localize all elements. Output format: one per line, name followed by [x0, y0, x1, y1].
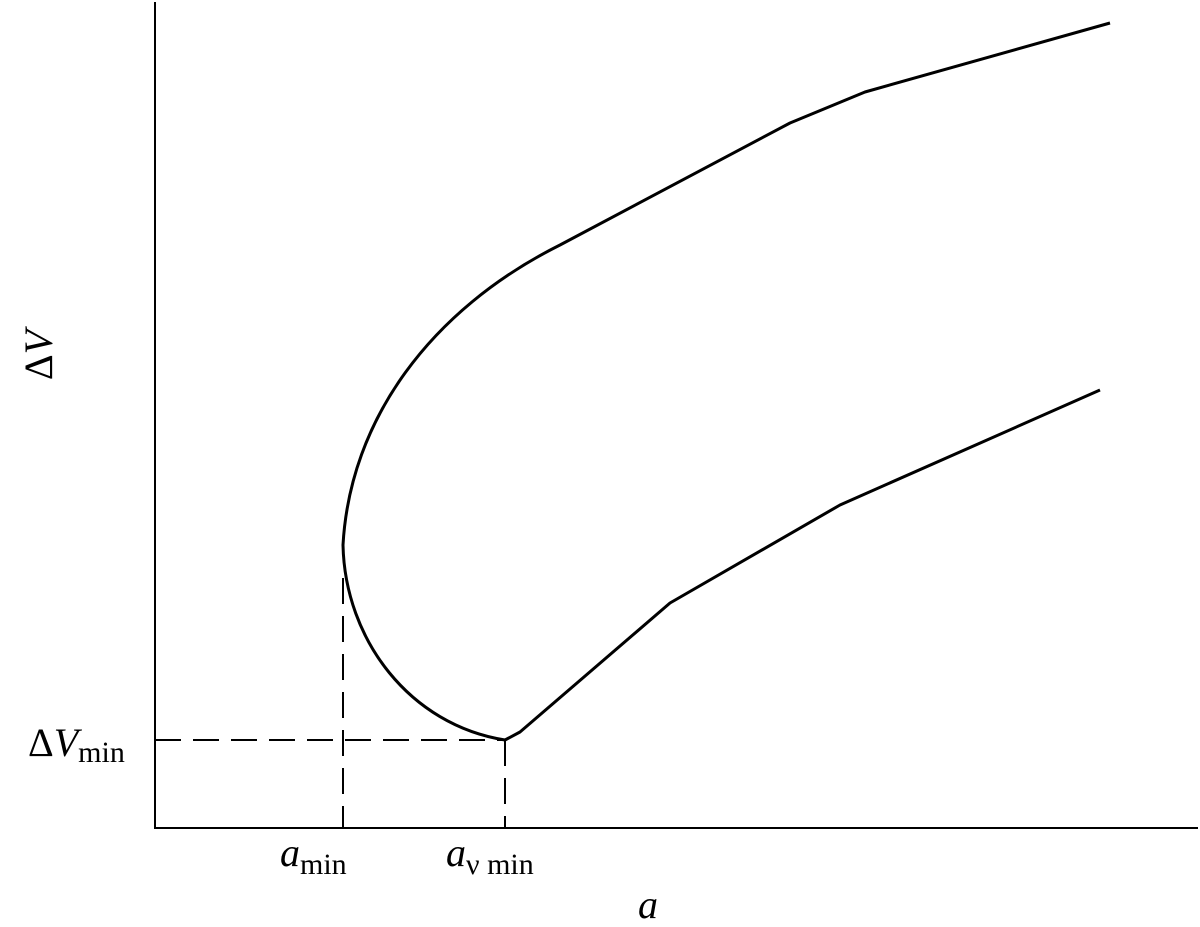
y-axis-label: ΔV [16, 325, 61, 380]
symbol: Δ [28, 720, 54, 765]
variable: a [280, 830, 300, 875]
symbol: Δ [16, 354, 61, 380]
subscript: ν min [466, 848, 534, 881]
variable: a [446, 830, 466, 875]
subscript: min [300, 848, 347, 881]
a-min-label: amin [280, 830, 347, 881]
curve [341, 21, 1111, 742]
guide-lines [155, 578, 506, 828]
dv-min-label: ΔVmin [28, 720, 125, 769]
subscript: min [78, 736, 125, 769]
variable: V [16, 325, 61, 354]
x-axis-label: a [638, 882, 658, 927]
a-v-min-label: aν min [446, 830, 534, 881]
variable: V [54, 720, 83, 765]
